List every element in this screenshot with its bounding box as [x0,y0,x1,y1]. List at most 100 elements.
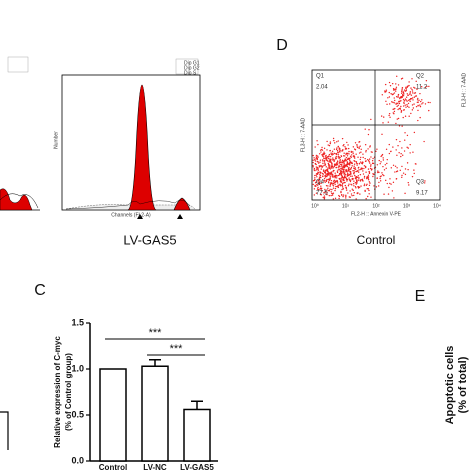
event-dot [391,101,393,103]
event-dot [406,104,408,106]
event-dot [332,182,335,185]
event-dot [368,172,371,175]
event-dot [353,170,355,172]
event-dot [360,185,362,187]
event-dot [351,194,353,197]
event-dot [402,105,405,107]
event-dot [341,188,343,191]
event-dot [340,155,342,157]
event-dot [353,171,355,174]
event-dot [332,169,335,172]
event-dot [325,193,327,195]
event-dot [364,166,367,169]
event-dot [333,152,335,155]
event-dot [345,164,347,166]
event-dot [341,194,343,196]
event-dot [353,165,355,167]
event-dot [316,158,319,161]
event-dot [335,163,338,165]
event-dot [319,174,321,176]
event-dot [411,90,414,92]
event-dot [314,174,316,177]
event-dot [331,194,334,196]
event-dot [317,162,320,164]
event-dot [332,185,335,187]
event-dot [356,181,358,183]
event-dot [322,160,324,162]
event-dot [331,173,334,176]
event-dot [319,149,322,151]
event-dot [349,157,351,160]
event-dot [338,165,340,167]
event-dot [326,191,328,194]
event-dot [364,128,366,130]
event-dot [351,188,353,190]
event-dot [358,163,361,165]
event-dot [348,150,350,153]
event-dot [326,170,329,172]
event-dot [342,182,344,184]
event-dot [380,115,383,117]
bar [141,365,169,462]
event-dot [355,198,357,200]
event-dot [328,194,330,197]
event-dot [395,96,398,98]
event-dot [334,157,337,159]
event-dot [341,184,343,187]
x-tick-label: 10⁴ [433,203,441,209]
quadrant-value: 9.17 [416,191,428,197]
event-dot [369,165,372,167]
event-dot [323,147,326,150]
event-dot [417,101,419,103]
event-dot [344,158,346,160]
quadrant-name: Q2 [416,74,425,80]
y-label: (% of total) [457,356,469,413]
event-dot [359,173,362,176]
event-dot [326,156,329,158]
event-dot [381,172,383,174]
event-dot [329,172,331,174]
event-dot [340,177,342,180]
event-dot [327,144,329,146]
event-dot [317,143,319,146]
y-label: (% of Control group) [64,353,73,431]
event-dot [404,192,406,195]
event-dot [345,147,347,149]
caption: LV-GAS5 [123,232,176,247]
event-dot [313,167,316,170]
panel-label: D [276,37,288,54]
event-dot [342,155,345,157]
event-dot [412,107,415,109]
event-dot [401,77,404,79]
cell-cycle-histogram: Number Channels (FL2-A) LV-GAS5 [53,58,201,247]
event-dot [336,160,339,162]
event-dot [393,89,396,91]
event-dot [329,185,331,187]
event-dot [421,103,423,105]
event-dot [358,177,360,179]
event-dot [414,92,417,94]
event-dot [326,140,328,143]
event-dot [409,143,411,146]
event-dot [342,171,344,173]
event-dot [330,181,332,184]
event-dot [396,154,398,156]
event-dot [328,153,331,156]
event-dot [357,192,359,194]
event-dot [345,189,348,191]
event-dot [316,160,319,163]
event-dot [349,155,352,157]
event-dot [345,197,347,199]
event-dot [349,171,351,173]
event-dot [319,187,322,190]
x-tick-label: LV-GAS5 [180,463,214,472]
event-dot [329,178,331,180]
event-dot [353,194,355,197]
event-dot [338,147,341,149]
event-dot [367,168,370,170]
event-dot [399,107,401,110]
event-dot [324,188,326,191]
event-dot [417,97,419,100]
event-dot [400,105,402,108]
event-dot [409,92,411,94]
